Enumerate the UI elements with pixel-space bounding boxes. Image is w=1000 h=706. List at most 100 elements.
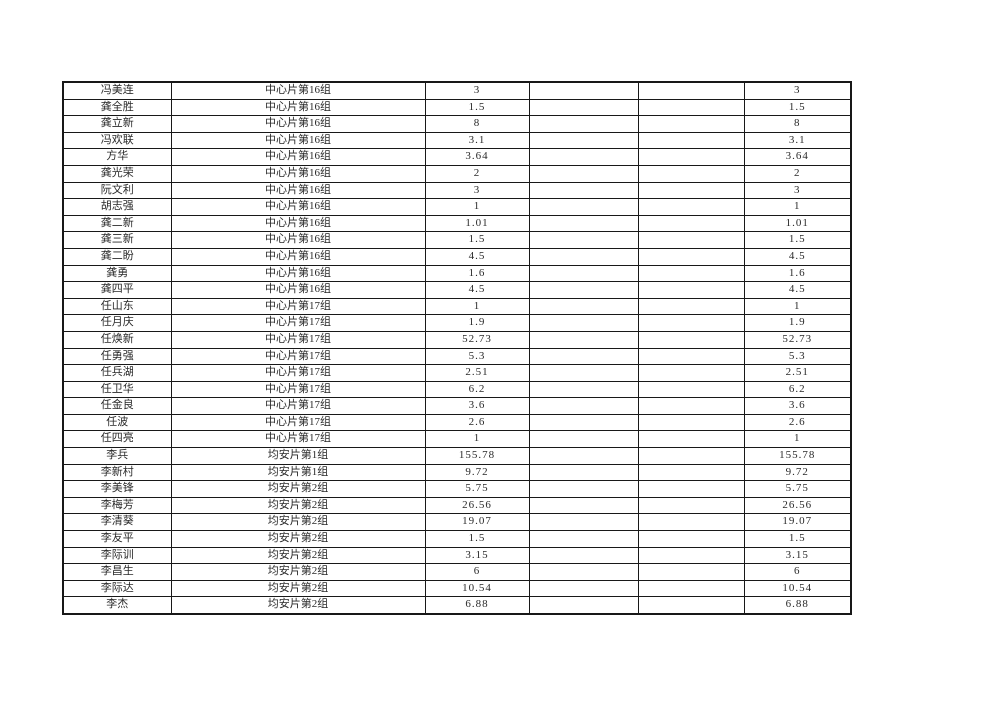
cell-empty-col-1 (528, 231, 639, 249)
cell-value-repeat: 1.5 (743, 530, 852, 548)
cell-value-repeat: 2.51 (743, 364, 852, 382)
cell-value: 1.5 (424, 530, 530, 548)
table-row: 李兵 均安片第1组 155.78 155.78 (62, 447, 852, 465)
table-row: 任山东 中心片第17组 1 1 (62, 297, 852, 316)
cell-value: 4.5 (424, 281, 530, 299)
cell-empty-col-1 (528, 447, 639, 465)
cell-name: 龚全胜 (62, 98, 172, 117)
cell-value: 155.78 (424, 447, 530, 465)
table-row: 李友平 均安片第2组 1.5 1.5 (62, 530, 852, 548)
cell-value-repeat: 1 (743, 430, 852, 449)
table-row: 李际达 均安片第2组 10.54 10.54 (62, 579, 852, 598)
cell-empty-col-1 (528, 380, 639, 399)
cell-empty-col-2 (637, 380, 745, 399)
cell-value: 26.56 (424, 496, 530, 515)
table-row: 李梅芳 均安片第2组 26.56 26.56 (62, 496, 852, 515)
cell-empty-col-1 (528, 81, 639, 100)
cell-value-repeat: 3.1 (743, 131, 852, 150)
table-row: 冯美连 中心片第16组 3 3 (62, 81, 852, 100)
cell-value-repeat: 6 (743, 563, 852, 581)
cell-value: 10.54 (424, 579, 530, 598)
cell-name: 任卫华 (62, 380, 172, 399)
cell-group: 中心片第17组 (170, 347, 426, 366)
cell-value: 1.5 (424, 231, 530, 249)
cell-group: 均安片第2组 (170, 546, 426, 565)
cell-value-repeat: 26.56 (743, 496, 852, 515)
cell-name: 任山东 (62, 297, 172, 316)
cell-empty-col-1 (528, 330, 639, 349)
cell-name: 李兵 (62, 447, 172, 465)
cell-name: 李梅芳 (62, 496, 172, 515)
cell-empty-col-1 (528, 297, 639, 316)
table-row: 李清葵 均安片第2组 19.07 19.07 (62, 513, 852, 532)
cell-value-repeat: 6.88 (743, 596, 852, 615)
table-row: 龚三新 中心片第16组 1.5 1.5 (62, 231, 852, 249)
table-row: 龚二盼 中心片第16组 4.5 4.5 (62, 247, 852, 266)
cell-value: 3.15 (424, 546, 530, 565)
cell-value: 5.3 (424, 347, 530, 366)
cell-value: 3 (424, 181, 530, 200)
cell-value-repeat: 155.78 (743, 447, 852, 465)
cell-empty-col-2 (637, 314, 745, 332)
cell-empty-col-2 (637, 297, 745, 316)
cell-value: 5.75 (424, 480, 530, 498)
cell-name: 任焕新 (62, 330, 172, 349)
cell-value: 9.72 (424, 463, 530, 482)
cell-value-repeat: 1.01 (743, 214, 852, 233)
cell-value: 1 (424, 430, 530, 449)
cell-value: 2.6 (424, 413, 530, 432)
cell-value-repeat: 4.5 (743, 281, 852, 299)
table-row: 任焕新 中心片第17组 52.73 52.73 (62, 330, 852, 349)
cell-value: 3.6 (424, 397, 530, 415)
table-row: 李杰 均安片第2组 6.88 6.88 (62, 596, 852, 615)
cell-value-repeat: 1.6 (743, 264, 852, 283)
cell-value: 1.9 (424, 314, 530, 332)
cell-group: 均安片第1组 (170, 463, 426, 482)
cell-empty-col-2 (637, 131, 745, 150)
table-row: 任波 中心片第17组 2.6 2.6 (62, 413, 852, 432)
cell-empty-col-2 (637, 397, 745, 415)
cell-empty-col-2 (637, 480, 745, 498)
cell-name: 任勇强 (62, 347, 172, 366)
table-row: 任四亮 中心片第17组 1 1 (62, 430, 852, 449)
table-row: 龚立新 中心片第16组 8 8 (62, 115, 852, 133)
cell-name: 李友平 (62, 530, 172, 548)
table-row: 龚四平 中心片第16组 4.5 4.5 (62, 281, 852, 299)
cell-value: 2 (424, 164, 530, 183)
cell-name: 龚三新 (62, 231, 172, 249)
cell-empty-col-1 (528, 563, 639, 581)
cell-empty-col-2 (637, 463, 745, 482)
cell-empty-col-1 (528, 98, 639, 117)
cell-group: 中心片第16组 (170, 181, 426, 200)
cell-name: 任月庆 (62, 314, 172, 332)
cell-value: 3.1 (424, 131, 530, 150)
cell-value-repeat: 52.73 (743, 330, 852, 349)
cell-value-repeat: 8 (743, 115, 852, 133)
cell-empty-col-2 (637, 579, 745, 598)
table-row: 李新村 均安片第1组 9.72 9.72 (62, 463, 852, 482)
cell-name: 龚四平 (62, 281, 172, 299)
cell-name: 冯欢联 (62, 131, 172, 150)
cell-value: 4.5 (424, 247, 530, 266)
cell-empty-col-1 (528, 131, 639, 150)
cell-group: 均安片第2组 (170, 563, 426, 581)
cell-name: 李美锋 (62, 480, 172, 498)
cell-name: 任金良 (62, 397, 172, 415)
cell-empty-col-2 (637, 513, 745, 532)
cell-empty-col-1 (528, 314, 639, 332)
cell-name: 胡志强 (62, 198, 172, 216)
cell-empty-col-2 (637, 247, 745, 266)
cell-empty-col-1 (528, 281, 639, 299)
cell-empty-col-2 (637, 496, 745, 515)
cell-group: 中心片第16组 (170, 214, 426, 233)
cell-value-repeat: 5.3 (743, 347, 852, 366)
cell-empty-col-1 (528, 397, 639, 415)
table-row: 李美锋 均安片第2组 5.75 5.75 (62, 480, 852, 498)
cell-value-repeat: 10.54 (743, 579, 852, 598)
cell-group: 中心片第16组 (170, 281, 426, 299)
cell-value: 1 (424, 198, 530, 216)
cell-name: 任兵湖 (62, 364, 172, 382)
cell-value: 3 (424, 81, 530, 100)
cell-group: 均安片第2组 (170, 530, 426, 548)
cell-name: 龚立新 (62, 115, 172, 133)
